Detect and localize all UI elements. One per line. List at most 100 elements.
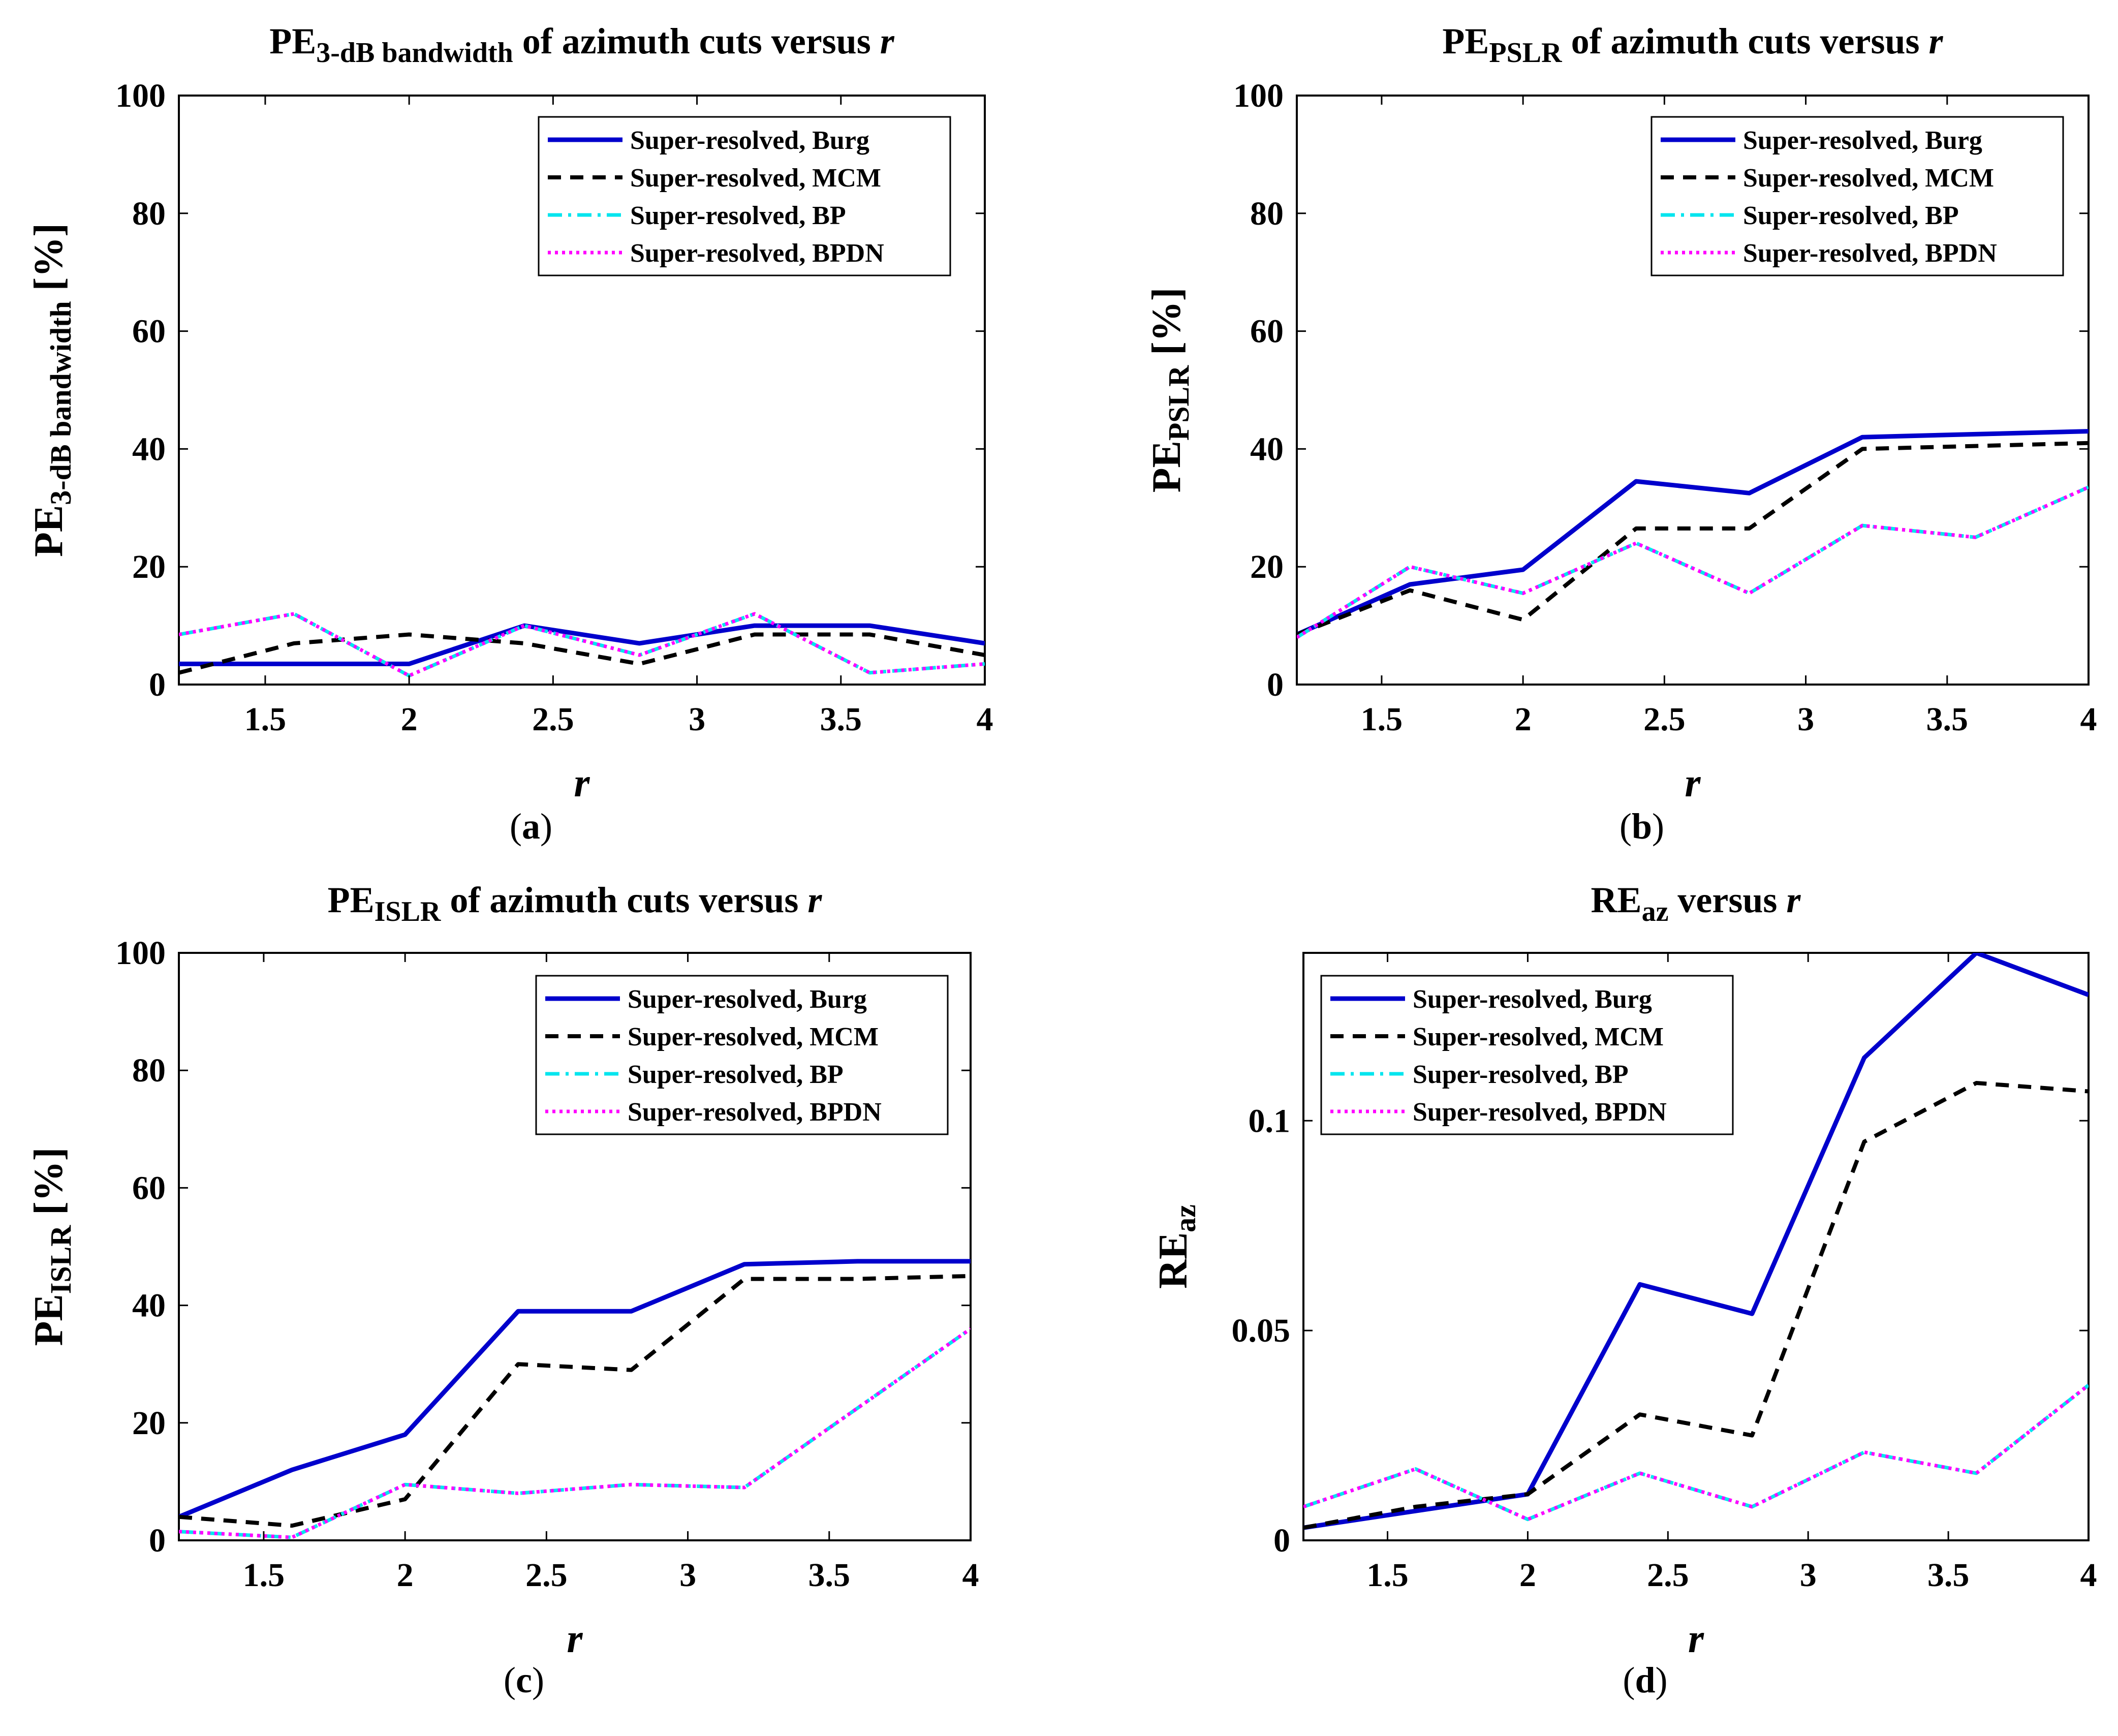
- legend-box: [535, 975, 949, 1135]
- y-axis-label: PEPSLR [%]: [1144, 288, 1195, 493]
- legend-label-4: Super-resolved, BPDN: [1413, 1098, 1667, 1127]
- y-tick-label: 100: [1233, 77, 1284, 114]
- y-tick-label: 0.05: [1232, 1312, 1291, 1349]
- x-tick-label: 3.5: [1926, 701, 1969, 738]
- legend-label-4: Super-resolved, BPDN: [1743, 239, 1997, 268]
- x-tick-label: 2.5: [1643, 701, 1686, 738]
- panel-caption: (d): [1623, 1660, 1667, 1700]
- series-line-3: [179, 612, 985, 678]
- y-tick-label: 0: [149, 1522, 166, 1559]
- plot-area: [1296, 95, 2090, 686]
- y-tick-label: 20: [132, 1405, 166, 1442]
- x-tick-label: 2.5: [532, 701, 574, 738]
- panel-caption: (b): [1619, 806, 1664, 847]
- legend: Super-resolved, Burg Super-resolved, MCM S…: [1320, 975, 1734, 1135]
- x-tick-label: 4: [2080, 701, 2097, 738]
- panel-caption: (c): [504, 1660, 544, 1700]
- chart-panel-3: PEISLR of azimuth cuts versus r 1.5 2 2.5 3 3…: [26, 880, 979, 1661]
- legend-label-1: Super-resolved, Burg: [630, 126, 869, 155]
- y-tick-label: 0: [1273, 1522, 1290, 1559]
- legend-box: [1320, 975, 1734, 1135]
- y-tick-label: 60: [132, 1169, 166, 1206]
- y-tick-label: 80: [132, 195, 166, 232]
- x-tick-label: 2: [401, 701, 418, 738]
- series-line-1: [1297, 429, 2089, 637]
- y-tick-label: 100: [115, 77, 166, 114]
- chart-panel-1: PE3-dB bandwidth of azimuth cuts versus …: [26, 21, 993, 805]
- x-tick-label: 2: [1515, 701, 1532, 738]
- legend-label-1: Super-resolved, Burg: [628, 985, 867, 1014]
- y-tick-label: 40: [132, 430, 166, 468]
- x-axis-label: r: [1688, 1617, 1704, 1661]
- x-tick-label: 4: [977, 701, 993, 738]
- x-tick-label: 2: [397, 1557, 414, 1594]
- series-line-1: [179, 623, 985, 666]
- y-tick-label: 80: [1250, 195, 1284, 232]
- x-tick-label: 4: [962, 1557, 979, 1594]
- chart-title: PE3-dB bandwidth of azimuth cuts versus …: [269, 21, 895, 69]
- x-tick-label: 3.5: [1927, 1557, 1970, 1594]
- x-tick-label: 3: [1800, 1557, 1817, 1594]
- legend: Super-resolved, Burg Super-resolved, MCM S…: [538, 116, 951, 276]
- panel-caption: (a): [510, 806, 552, 847]
- series-line-2: [179, 632, 985, 675]
- x-tick-label: 2.5: [525, 1557, 568, 1594]
- legend-label-2: Super-resolved, MCM: [1413, 1022, 1664, 1051]
- x-tick-label: 1.5: [1361, 701, 1403, 738]
- series-line-4: [1303, 1383, 2089, 1522]
- x-axis-label: r: [1685, 761, 1701, 805]
- legend: Super-resolved, Burg Super-resolved, MCM S…: [1650, 116, 2064, 276]
- x-tick-label: 3.5: [820, 701, 862, 738]
- y-tick-label: 0: [149, 666, 166, 703]
- series-line-4: [1297, 485, 2089, 639]
- series-line-2: [1297, 441, 2089, 637]
- y-tick-label: 80: [132, 1052, 166, 1089]
- legend-label-3: Super-resolved, BP: [1743, 201, 1959, 230]
- y-axis-label: PEISLR [%]: [26, 1148, 77, 1346]
- series-line-4: [179, 1327, 971, 1539]
- x-tick-label: 1.5: [244, 701, 287, 738]
- y-tick-label: 20: [1250, 548, 1284, 585]
- y-axis-label: PE3-dB bandwidth [%]: [26, 223, 77, 557]
- legend-label-3: Super-resolved, BP: [628, 1060, 844, 1089]
- legend-label-3: Super-resolved, BP: [630, 201, 846, 230]
- y-tick-label: 40: [132, 1287, 166, 1324]
- legend-label-1: Super-resolved, Burg: [1413, 985, 1652, 1014]
- x-tick-label: 2: [1519, 1557, 1536, 1594]
- legend-box: [1650, 116, 2064, 276]
- legend-box: [538, 116, 951, 276]
- series-line-2: [1303, 1081, 2089, 1530]
- x-tick-label: 1.5: [243, 1557, 285, 1594]
- x-tick-label: 1.5: [1366, 1557, 1409, 1594]
- y-tick-label: 20: [132, 548, 166, 585]
- legend-label-4: Super-resolved, BPDN: [630, 239, 884, 268]
- y-tick-label: 0: [1267, 666, 1284, 703]
- plot-area: [178, 952, 972, 1541]
- plot-area: [178, 95, 986, 686]
- legend-label-2: Super-resolved, MCM: [628, 1022, 879, 1051]
- legend: Super-resolved, Burg Super-resolved, MCM S…: [535, 975, 949, 1135]
- legend-label-4: Super-resolved, BPDN: [628, 1098, 882, 1127]
- chart-title: REaz versus r: [1591, 880, 1801, 927]
- y-tick-label: 100: [115, 935, 166, 972]
- y-tick-label: 60: [132, 313, 166, 350]
- y-tick-label: 60: [1250, 313, 1284, 350]
- x-tick-label: 3: [689, 701, 705, 738]
- chart-title: PEISLR of azimuth cuts versus r: [328, 880, 823, 927]
- chart-panel-2: PEPSLR of azimuth cuts versus r 1.5 2 2.5 3 3…: [1144, 21, 2097, 805]
- plot-area: [1302, 952, 2090, 1541]
- chart-panel-4: REaz versus r 1.5 2 2.5 3 3.5 4 0 0.05 0.1 r REaz Su…: [1151, 880, 2097, 1661]
- chart-title: PEPSLR of azimuth cuts versus r: [1442, 21, 1943, 69]
- legend-label-2: Super-resolved, MCM: [1743, 164, 1994, 193]
- y-axis-label: REaz: [1151, 1204, 1202, 1289]
- legend-label-3: Super-resolved, BP: [1413, 1060, 1629, 1089]
- x-axis-label: r: [574, 761, 590, 805]
- series-line-1: [179, 1259, 971, 1519]
- series-line-3: [179, 1327, 971, 1539]
- series-line-3: [1303, 1383, 2089, 1522]
- x-tick-label: 2.5: [1647, 1557, 1689, 1594]
- x-tick-label: 4: [2080, 1557, 2097, 1594]
- x-axis-label: r: [567, 1617, 583, 1661]
- x-tick-label: 3.5: [808, 1557, 851, 1594]
